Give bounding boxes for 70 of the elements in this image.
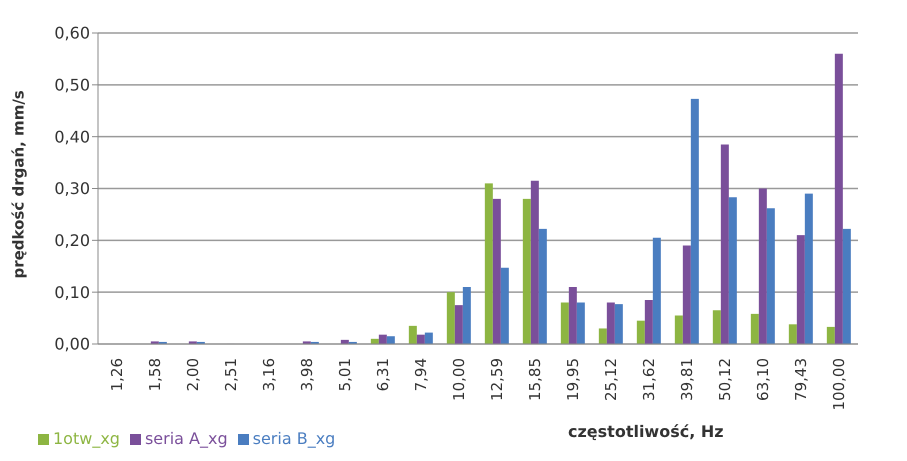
- x-tick-label: 1,26: [108, 358, 126, 392]
- x-tick-label: 79,43: [792, 358, 810, 401]
- x-tick-label: 1,58: [146, 358, 164, 392]
- x-tick-label: 2,00: [184, 358, 202, 392]
- bar: [446, 292, 455, 344]
- x-tick-label: 2,51: [222, 358, 240, 392]
- y-axis-title: prędkość drgań, mm/s: [9, 90, 28, 278]
- bar: [560, 302, 569, 344]
- x-tick-label: 63,10: [754, 358, 772, 401]
- y-tick-label: 0,30: [54, 179, 90, 198]
- x-tick-label: 12,59: [488, 358, 506, 401]
- bar: [652, 238, 661, 344]
- x-tick-label: 39,81: [678, 358, 696, 401]
- y-tick-label: 0,40: [54, 127, 90, 146]
- bar: [492, 198, 501, 344]
- bar: [674, 315, 683, 344]
- bar: [378, 334, 387, 344]
- bar: [408, 326, 417, 344]
- x-tick-label: 5,01: [336, 358, 354, 392]
- bar: [788, 324, 797, 344]
- bar: [720, 144, 729, 344]
- bar: [386, 336, 395, 344]
- x-tick-label: 10,00: [450, 358, 468, 401]
- x-tick-label: 25,12: [602, 358, 620, 401]
- bar: [804, 194, 813, 344]
- bar: [636, 320, 645, 344]
- bar: [712, 310, 721, 344]
- bar: [462, 286, 471, 344]
- legend-label: seria A_xg: [144, 429, 228, 448]
- x-tick-label: 15,85: [526, 358, 544, 401]
- bar: [750, 314, 759, 344]
- x-axis-title: częstotliwość, Hz: [568, 422, 724, 441]
- bar: [644, 300, 653, 344]
- bar: [766, 208, 775, 344]
- bar: [598, 328, 607, 344]
- bar: [614, 304, 623, 344]
- bar: [416, 334, 425, 344]
- y-tick-label: 0,10: [54, 282, 90, 302]
- x-tick-label: 7,94: [412, 358, 430, 392]
- y-tick-label: 0,50: [54, 76, 90, 95]
- bar: [796, 235, 805, 344]
- y-tick-label: 0,00: [54, 334, 90, 354]
- bar: [826, 326, 835, 344]
- bar: [576, 302, 585, 344]
- bar: [484, 183, 493, 344]
- y-tick-label: 0,20: [54, 231, 90, 250]
- bar: [690, 98, 699, 344]
- bar: [538, 228, 547, 344]
- bar: [424, 332, 433, 344]
- bar: [568, 286, 577, 344]
- x-tick-label: 6,31: [374, 358, 392, 392]
- legend-label: 1otw_xg: [53, 429, 120, 448]
- bar: [530, 180, 539, 344]
- x-tick-label: 50,12: [716, 358, 734, 401]
- y-tick-label: 0,60: [54, 24, 90, 43]
- x-tick-label: 100,00: [830, 358, 848, 410]
- x-tick-label: 31,62: [640, 358, 658, 401]
- legend-label: seria B_xg: [252, 429, 336, 448]
- bar: [454, 305, 463, 344]
- bar: [758, 188, 767, 344]
- x-tick-label: 3,16: [260, 358, 278, 392]
- bar: [522, 198, 531, 344]
- bar: [834, 54, 843, 344]
- bar: [500, 268, 509, 344]
- bar: [682, 246, 691, 344]
- bar: [606, 302, 615, 344]
- bar: [728, 197, 737, 344]
- bar: [842, 228, 851, 344]
- x-tick-label: 19,95: [564, 358, 582, 401]
- x-tick-label: 3,98: [298, 358, 316, 392]
